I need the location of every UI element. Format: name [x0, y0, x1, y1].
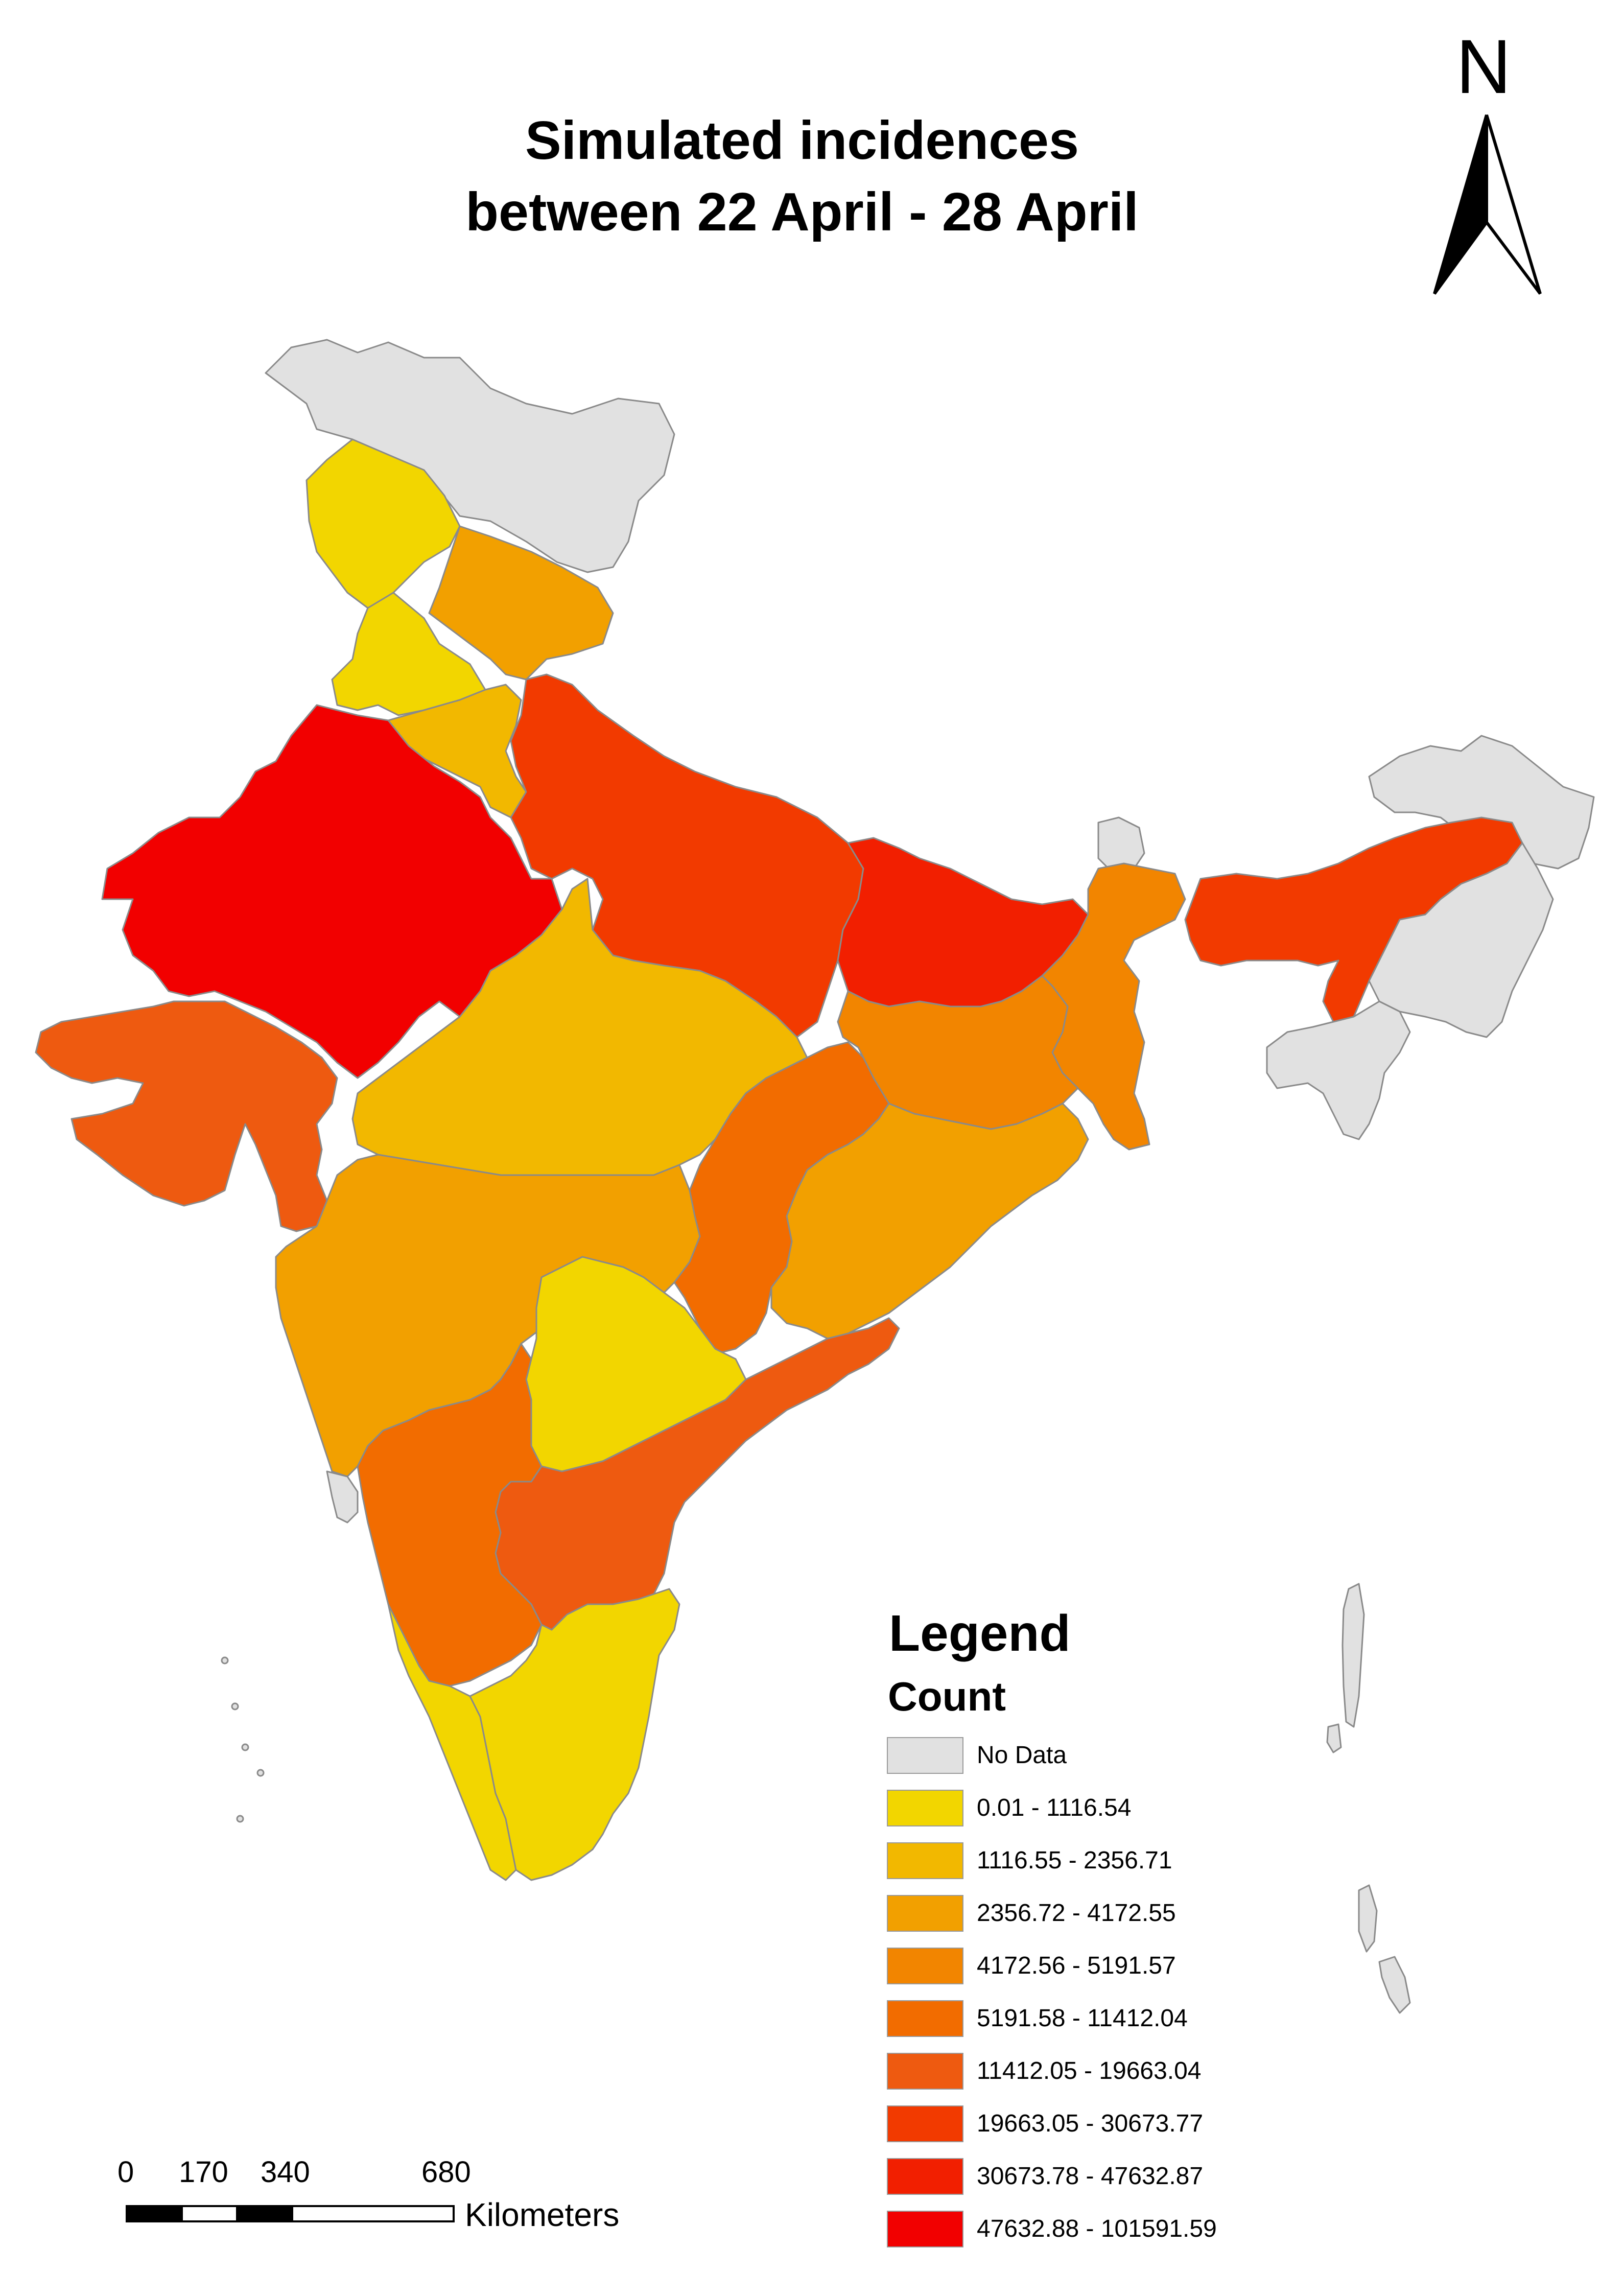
legend-item: 0.01 - 1116.54: [887, 1790, 1347, 1828]
map-region: [469, 1588, 680, 1881]
legend-label: No Data: [977, 1742, 1067, 1769]
map-region: [236, 1815, 244, 1823]
map-title-line-1: Simulated incidences: [525, 110, 1079, 171]
legend-label: 11412.05 - 19663.04: [977, 2057, 1202, 2084]
scale-label-340: 340: [261, 2156, 310, 2189]
legend-item: No Data: [887, 1737, 1347, 1775]
scale-label-680: 680: [421, 2156, 471, 2189]
map-region: [1097, 816, 1145, 875]
map-region: [241, 1743, 249, 1751]
legend-swatch: [887, 2211, 963, 2247]
legend-swatch: [887, 2000, 963, 2037]
map-region: [326, 1470, 359, 1524]
legend-label: 4172.56 - 5191.57: [977, 1952, 1176, 1979]
map-region: [1326, 1723, 1342, 1753]
legend-item: 1116.55 - 2356.71: [887, 1842, 1347, 1880]
legend-label: 19663.05 - 30673.77: [977, 2110, 1204, 2137]
legend-item: 47632.88 - 101591.59: [887, 2211, 1347, 2248]
legend-swatch: [887, 1842, 963, 1879]
map-region: [35, 1000, 338, 1232]
legend-subtitle: Count: [888, 1674, 1006, 1719]
scale-unit-label: Kilometers: [465, 2196, 620, 2233]
scale-label-170: 170: [179, 2156, 228, 2189]
legend-item: 2356.72 - 4172.55: [887, 1895, 1347, 1933]
scale-label-0: 0: [117, 2156, 134, 2189]
legend-label: 0.01 - 1116.54: [977, 1794, 1132, 1821]
map-region: [231, 1702, 239, 1711]
legend-swatch: [887, 1895, 963, 1932]
map-region: [221, 1656, 229, 1665]
map-region: [265, 339, 675, 573]
map-region: [1266, 1000, 1411, 1140]
legend-swatch: [887, 2053, 963, 2090]
map-region: [428, 525, 614, 681]
legend-swatch: [887, 2158, 963, 2195]
legend-label: 2356.72 - 4172.55: [977, 1900, 1176, 1927]
north-arrow-icon: [1433, 114, 1542, 295]
legend-item: 5191.58 - 11412.04: [887, 2000, 1347, 2038]
legend-item: 4172.56 - 5191.57: [887, 1948, 1347, 1985]
legend-item: 19663.05 - 30673.77: [887, 2105, 1347, 2143]
legend-swatch: [887, 2105, 963, 2142]
map-region: [1358, 1884, 1378, 1953]
legend-title: Legend: [889, 1605, 1071, 1662]
map-region: [1378, 1956, 1411, 2014]
north-label: N: [1456, 24, 1512, 109]
map-region: [256, 1769, 265, 1777]
legend-item: 30673.78 - 47632.87: [887, 2158, 1347, 2196]
legend-label: 30673.78 - 47632.87: [977, 2163, 1204, 2190]
map-region: [1368, 735, 1595, 870]
legend-label: 47632.88 - 101591.59: [977, 2215, 1217, 2242]
map-title-line-2: between 22 April - 28 April: [465, 182, 1139, 242]
legend-swatch: [887, 1790, 963, 1826]
legend-label: 5191.58 - 11412.04: [977, 2005, 1188, 2032]
map-region: [101, 704, 563, 1079]
legend-item: 11412.05 - 19663.04: [887, 2053, 1347, 2091]
map-region: [1341, 1583, 1365, 1728]
map-region: [770, 1103, 1089, 1340]
map-region: [331, 592, 486, 716]
legend-label: 1116.55 - 2356.71: [977, 1847, 1172, 1874]
legend-swatch: [887, 1948, 963, 1984]
scale-bar: [126, 2205, 455, 2222]
legend-swatch: [887, 1737, 963, 1774]
